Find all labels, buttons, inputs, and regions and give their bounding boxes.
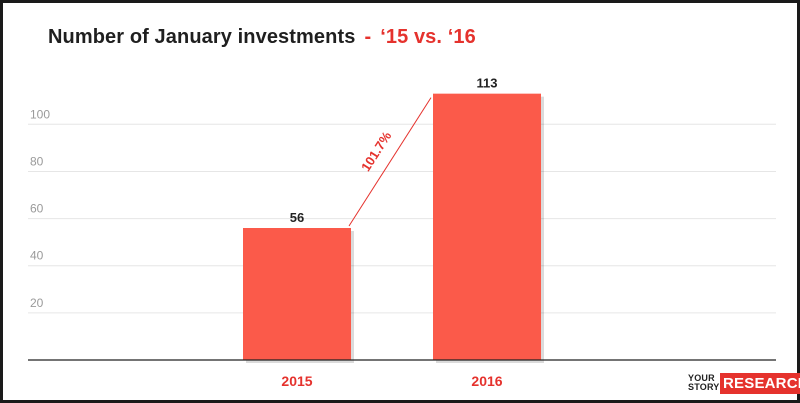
chart-title-main: Number of January investments [48,26,356,48]
y-tick-label-20: 20 [30,296,44,310]
bar-2015 [243,228,351,360]
data-label-2016: 113 [477,76,498,91]
growth-line [348,97,432,227]
chart-title-separator: - [364,26,372,48]
logo-yourstory-text: YOUR STORY [688,374,720,392]
y-tick-label-80: 80 [30,154,44,168]
logo-research-text: RESEARCH [720,372,800,394]
growth-percent-label: 101.7% [358,128,395,174]
y-axis-ticks: 20 40 60 80 100 [30,107,50,310]
x-axis-labels: 2015 2016 [281,373,502,389]
growth-annotation: 101.7% [348,97,432,227]
y-tick-label-40: 40 [30,249,44,263]
grid-lines [28,123,776,314]
logo-line-2: STORY [688,382,720,392]
bars: 56 113 [243,76,544,363]
logo-line-1: YOUR [688,373,715,383]
y-tick-label-60: 60 [30,202,44,216]
yourstory-research-logo: YOUR STORY RESEARCH [688,371,800,395]
chart-title: Number of January investments - ‘15 vs. ‘1… [48,26,476,49]
x-tick-label-2015: 2015 [281,373,312,389]
y-tick-label-100: 100 [30,107,50,121]
data-label-2015: 56 [290,210,304,225]
bar-2016 [433,93,541,360]
chart-title-suffix: ‘15 vs. ‘16 [380,26,476,48]
x-tick-label-2016: 2016 [471,373,502,389]
